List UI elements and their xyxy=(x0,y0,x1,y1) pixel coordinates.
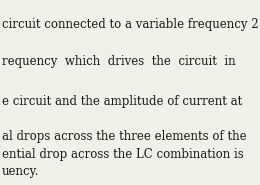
Text: ential drop across the LC combination is: ential drop across the LC combination is xyxy=(2,148,244,161)
Text: al drops across the three elements of the: al drops across the three elements of th… xyxy=(2,130,247,143)
Text: circuit connected to a variable frequency 2: circuit connected to a variable frequenc… xyxy=(2,18,259,31)
Text: uency.: uency. xyxy=(2,165,40,178)
Text: requency  which  drives  the  circuit  in: requency which drives the circuit in xyxy=(2,55,236,68)
Text: e circuit and the amplitude of current at: e circuit and the amplitude of current a… xyxy=(2,95,242,108)
